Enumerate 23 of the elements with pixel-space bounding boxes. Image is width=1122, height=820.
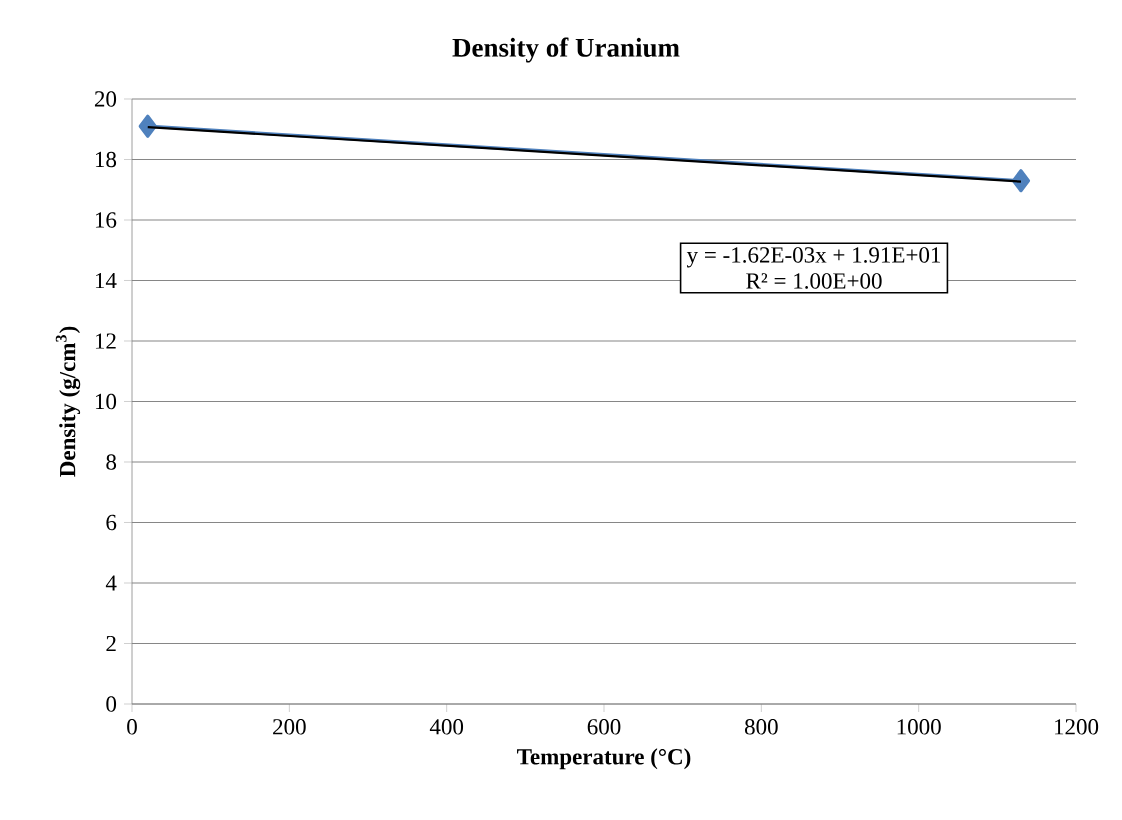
x-axis-title: Temperature (°C) [517, 748, 691, 770]
y-tick-label: 2 [106, 635, 116, 652]
chart-title: Density of Uranium [452, 37, 680, 63]
x-tick-label: 1200 [1055, 719, 1099, 735]
x-tick-label: 400 [429, 719, 464, 735]
y-tick-label: 0 [106, 696, 117, 712]
annotation: R² = 1.00E+00 [746, 273, 882, 289]
x-tick-label: 200 [273, 719, 306, 735]
y-tick-label: 4 [105, 575, 117, 591]
y-tick-label: 6 [106, 514, 117, 531]
y-tick-label: 14 [95, 272, 117, 289]
x-tick-label: 1000 [897, 719, 941, 735]
y-tick-label: 8 [106, 454, 117, 470]
y-tick-label: 12 [95, 333, 116, 349]
x-tick-label: 800 [744, 719, 778, 735]
y-axis-title: Density (g/cm$^{3}$) [55, 326, 81, 477]
annotation: y = -1.62E-03x + 1.91E+01 [686, 247, 941, 268]
y-tick-label: 20 [94, 91, 117, 107]
y-tick-label: 18 [95, 151, 117, 168]
y-tick-label: 16 [95, 212, 117, 228]
x-tick-label: 0 [127, 719, 137, 735]
y-tick-label: 10 [95, 393, 117, 410]
x-tick-label: 600 [587, 719, 621, 735]
